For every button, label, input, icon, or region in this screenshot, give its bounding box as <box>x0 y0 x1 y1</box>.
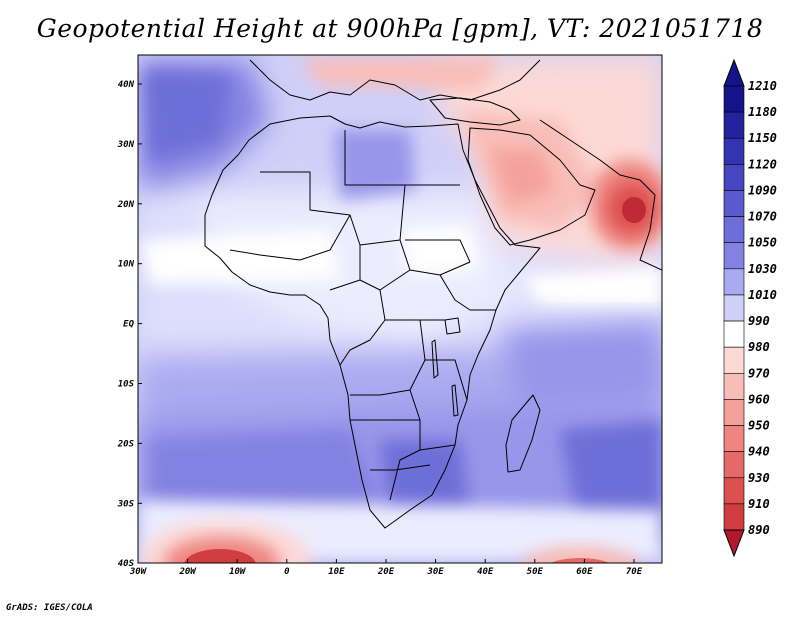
lon-tick-label: 30E <box>426 567 444 577</box>
country-borders <box>229 130 496 501</box>
lat-tick-label: 10N <box>118 260 135 270</box>
coastlines <box>204 59 662 529</box>
colorbar-bottom-arrow <box>723 529 745 558</box>
colorbar-segment <box>723 216 745 244</box>
colorbar-segment <box>723 294 745 322</box>
colorbar-segment <box>723 425 745 452</box>
colorbar: 1210 1180 1150 1120 1090 1070 1050 1030 1010 990 9… <box>723 58 777 558</box>
credit-text: GrADS: IGES/COLA <box>6 603 93 613</box>
colorbar-segment <box>723 190 745 217</box>
colorbar-segment <box>723 399 745 426</box>
colorbar-label: 970 <box>748 366 770 380</box>
colorbar-label: 980 <box>748 340 770 354</box>
lat-tick-label: 20N <box>117 200 135 210</box>
lat-tick-label: 40N <box>118 80 135 90</box>
lon-tick-label: 40E <box>477 567 494 577</box>
colorbar-label: 960 <box>748 392 770 406</box>
lat-tick-label: 30S <box>117 499 135 509</box>
colorbar-segment <box>723 268 745 296</box>
colorbar-segment <box>723 372 745 400</box>
colorbar-label: 1010 <box>748 288 777 302</box>
lake-victoria <box>444 317 461 335</box>
lon-tick-label: 70E <box>626 567 643 577</box>
lat-tick-label: 30N <box>117 140 135 150</box>
colorbar-segment <box>723 451 745 479</box>
madagascar-coast <box>505 394 541 473</box>
longitude-axis: 30W 20W 10W 0 10E 20E 30E 40E 50E 60E 70E <box>129 559 643 577</box>
lat-tick-label: EQ <box>123 320 134 330</box>
lake-tanganyika <box>431 339 439 379</box>
colorbar-segment <box>723 477 745 505</box>
africa-coast <box>204 115 541 529</box>
colorbar-label: 1180 <box>748 105 777 119</box>
colorbar-segment <box>723 111 745 139</box>
chart-title: Geopotential Height at 900hPa [gpm], VT:… <box>36 14 764 43</box>
lon-tick-label: 10E <box>328 567 345 577</box>
lon-tick-label: 30W <box>129 567 148 577</box>
colorbar-segment <box>723 85 745 113</box>
colorbar-label: 1050 <box>748 236 777 250</box>
colorbar-label: 990 <box>748 314 770 328</box>
lat-tick-label: 10S <box>118 380 135 390</box>
colorbar-label: 1120 <box>748 157 777 171</box>
colorbar-label: 930 <box>748 471 770 485</box>
colorbar-segment <box>723 164 745 191</box>
colorbar-label: 950 <box>748 419 770 433</box>
colorbar-segment <box>723 137 745 165</box>
latitude-axis: 40N 30N 20N 10N EQ 10S 20S 30S 40S <box>117 80 142 569</box>
lake-malawi <box>451 384 459 417</box>
colorbar-top-arrow <box>723 58 745 87</box>
lon-tick-label: 60E <box>576 567 593 577</box>
lon-tick-label: 0 <box>284 567 290 577</box>
colorbar-label: 1090 <box>748 183 777 197</box>
colorbar-label: 890 <box>748 523 770 537</box>
colorbar-segment <box>723 346 745 374</box>
asia-coast <box>539 119 662 271</box>
colorbar-label: 1070 <box>748 210 777 224</box>
colorbar-label: 1210 <box>748 79 777 93</box>
map-frame <box>137 54 663 564</box>
lon-tick-label: 20W <box>178 567 197 577</box>
height-field <box>138 55 662 563</box>
europe-coast <box>249 59 541 101</box>
colorbar-label: 1150 <box>748 131 777 145</box>
arabia-coast <box>467 127 596 246</box>
colorbar-segment <box>723 242 745 270</box>
colorbar-segment <box>723 503 745 531</box>
lon-tick-label: 50E <box>527 567 544 577</box>
colorbar-label: 910 <box>748 497 770 511</box>
lat-tick-label: 40S <box>118 559 135 569</box>
colorbar-segment <box>723 320 745 348</box>
colorbar-label: 1030 <box>748 262 777 276</box>
lat-tick-label: 20S <box>117 439 135 449</box>
lon-tick-label: 20E <box>377 567 395 577</box>
colorbar-label: 940 <box>748 445 770 459</box>
turkey-coast <box>429 97 521 126</box>
lon-tick-label: 10W <box>229 567 247 577</box>
